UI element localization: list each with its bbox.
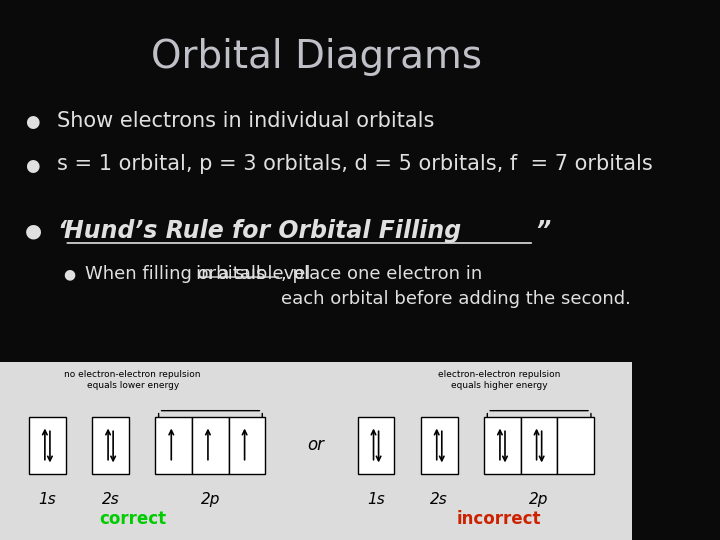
- Text: or: or: [307, 436, 325, 455]
- Text: ●: ●: [25, 113, 40, 131]
- Text: electron-electron repulsion
equals higher energy: electron-electron repulsion equals highe…: [438, 370, 560, 390]
- Text: 2s: 2s: [431, 491, 448, 507]
- Text: “: “: [57, 219, 72, 242]
- Text: in a sublevel: in a sublevel: [196, 265, 310, 282]
- Text: ●: ●: [25, 221, 42, 240]
- Bar: [92, 417, 129, 474]
- Text: ”: ”: [536, 219, 551, 242]
- Text: Show electrons in individual orbitals: Show electrons in individual orbitals: [57, 111, 434, 131]
- Text: 1s: 1s: [39, 491, 56, 507]
- FancyBboxPatch shape: [0, 362, 632, 540]
- Bar: [229, 417, 266, 474]
- Bar: [557, 417, 594, 474]
- Text: 2s: 2s: [102, 491, 120, 507]
- Text: 1s: 1s: [367, 491, 385, 507]
- Text: no electron-electron repulsion
equals lower energy: no electron-electron repulsion equals lo…: [65, 370, 201, 390]
- Text: s = 1 orbital, p = 3 orbitals, d = 5 orbitals, f  = 7 orbitals: s = 1 orbital, p = 3 orbitals, d = 5 orb…: [57, 154, 652, 174]
- Bar: [484, 417, 521, 474]
- Bar: [192, 417, 229, 474]
- Bar: [521, 417, 557, 474]
- Text: incorrect: incorrect: [457, 510, 541, 528]
- Text: When filling orbitals: When filling orbitals: [86, 265, 271, 282]
- Text: ●: ●: [25, 157, 40, 174]
- Text: Orbital Diagrams: Orbital Diagrams: [150, 38, 482, 76]
- Bar: [421, 417, 458, 474]
- Text: 2p: 2p: [201, 491, 220, 507]
- Text: ●: ●: [63, 267, 76, 281]
- Bar: [358, 417, 395, 474]
- Text: , place one electron in
each orbital before adding the second.: , place one electron in each orbital bef…: [282, 265, 631, 308]
- Text: 2p: 2p: [529, 491, 549, 507]
- Text: correct: correct: [99, 510, 166, 528]
- Text: Hund’s Rule for Orbital Filling: Hund’s Rule for Orbital Filling: [65, 219, 462, 242]
- Bar: [156, 417, 192, 474]
- Bar: [29, 417, 66, 474]
